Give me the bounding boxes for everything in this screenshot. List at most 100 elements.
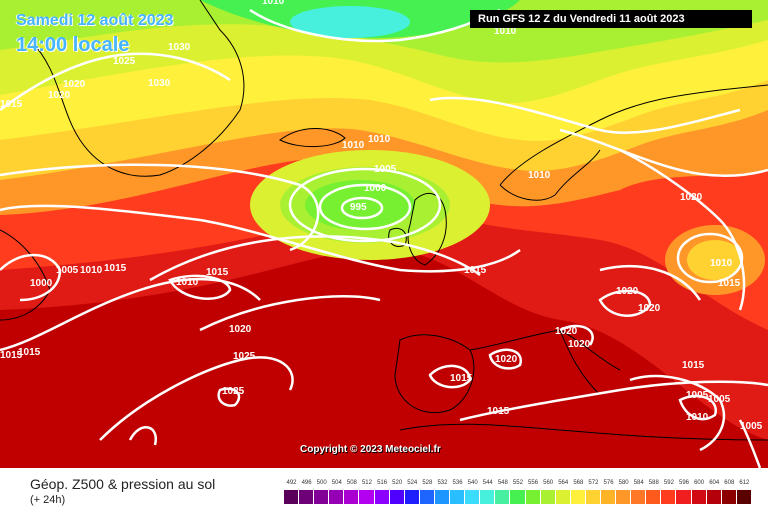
legend-title: Géop. Z500 & pression au sol [30, 476, 216, 492]
isobar-label: 1010 [342, 140, 365, 151]
scale-swatch [419, 490, 435, 504]
scale-label: 560 [543, 480, 554, 486]
scale-label: 540 [467, 480, 478, 486]
scale-swatch [721, 490, 737, 504]
isobar-label: 1015 [18, 347, 41, 358]
scale-swatch [314, 490, 330, 504]
isobar-1000-ring [318, 183, 412, 231]
isobar-label: 1025 [233, 351, 256, 362]
isobar-label: 1015 [206, 267, 229, 278]
scale-label: 532 [437, 480, 448, 486]
scale-label: 572 [588, 480, 599, 486]
italy-coast [559, 329, 601, 396]
isobar-line [249, 8, 501, 43]
scale-swatch [540, 490, 556, 504]
isobar-label: 1015 [450, 373, 473, 384]
scale-swatch [450, 490, 466, 504]
isobar-label: 1010 [528, 170, 551, 181]
isobar-label: 1010 [262, 0, 285, 7]
scale-swatch [299, 490, 315, 504]
scale-swatch [676, 490, 692, 504]
isobar-line [168, 274, 232, 300]
scale-label: 548 [497, 480, 508, 486]
isobar-label: 1025 [222, 386, 245, 397]
isobar-line [599, 265, 702, 301]
isobar-label: 1000 [364, 183, 387, 194]
isobar-label: 995 [350, 202, 367, 213]
scale-label: 516 [377, 480, 388, 486]
isobar-label: 1015 [0, 350, 23, 361]
isobar-label: 1015 [104, 263, 127, 274]
scale-label: 504 [331, 480, 342, 486]
scale-swatch [344, 490, 360, 504]
norway-south-coast [499, 149, 601, 201]
scale-swatch [616, 490, 632, 504]
isobar-label: 1020 [555, 326, 578, 337]
scale-swatch [329, 490, 345, 504]
scandinavia-coast [499, 84, 768, 186]
scale-label: 592 [663, 480, 674, 486]
scale-label: 612 [739, 480, 750, 486]
isobar-line [619, 148, 746, 311]
scale-label: 520 [392, 480, 403, 486]
scale-label: 524 [407, 480, 418, 486]
scale-label: 588 [648, 480, 659, 486]
isobar-line [99, 356, 294, 441]
isobar-label: 1020 [680, 192, 703, 203]
isobar-line [128, 426, 158, 446]
isobar-label: 1010 [368, 134, 391, 145]
isobar-label: 1015 [487, 406, 510, 417]
isobar-line [428, 364, 472, 389]
scale-label: 544 [482, 480, 493, 486]
color-scale-labels: 492 496 500 504 508 512 516 520 524 528 532 536 540 5… [284, 480, 752, 490]
isobar-line [149, 235, 481, 282]
isobar-label: 1020 [568, 339, 591, 350]
scale-swatch [570, 490, 586, 504]
isobar-line [217, 387, 241, 407]
scale-swatch [404, 490, 420, 504]
scale-swatch [284, 490, 300, 504]
model-run-banner: Run GFS 12 Z du Vendredi 11 août 2023 [470, 10, 752, 28]
map-canvas: 1010 1010 1025 1030 1030 1020 1020 1015 … [0, 0, 768, 468]
scale-swatch [706, 490, 722, 504]
weather-map: 1010 1010 1025 1030 1030 1020 1020 1015 … [0, 0, 768, 468]
scale-swatch [691, 490, 707, 504]
isobar-line [459, 380, 768, 422]
scale-label: 556 [528, 480, 539, 486]
scale-label: 496 [301, 480, 312, 486]
isobar-line [0, 253, 62, 302]
isobar-line [598, 289, 652, 317]
scale-label: 568 [573, 480, 584, 486]
fill-band-cyan [290, 6, 410, 38]
isobar-label: 1010 [80, 265, 103, 276]
isobar-line [559, 128, 768, 178]
isobar-label: 1005 [708, 394, 731, 405]
isobar-line [0, 163, 320, 252]
scale-swatch [359, 490, 375, 504]
scale-swatch [434, 490, 451, 504]
scale-label: 536 [452, 480, 463, 486]
isobar-label: 1020 [63, 79, 86, 90]
forecast-date: Samedi 12 août 2023 [16, 12, 174, 29]
scale-swatch [555, 490, 571, 504]
iceland-coast [279, 128, 346, 148]
isobar-1005-ring [288, 167, 442, 243]
scale-swatch [510, 490, 526, 504]
legend-subtitle: (+ 24h) [30, 494, 66, 506]
isobar-label: 1020 [616, 286, 639, 297]
scale-label: 604 [709, 480, 720, 486]
scale-label: 600 [694, 480, 705, 486]
isobar-label: 1010 [686, 412, 709, 423]
scale-swatch [480, 490, 496, 504]
scale-label: 580 [618, 480, 629, 486]
iberia-coast [394, 334, 475, 414]
isobar-label: 1025 [113, 56, 136, 67]
isobar-label: 1020 [48, 90, 71, 101]
scale-label: 608 [724, 480, 735, 486]
greenland-coast [29, 0, 245, 177]
isobar-label: 1020 [638, 303, 661, 314]
scale-label: 576 [603, 480, 614, 486]
isobar-line [0, 204, 521, 273]
color-scale-bar [284, 490, 752, 504]
isobar-label: 1005 [56, 265, 79, 276]
